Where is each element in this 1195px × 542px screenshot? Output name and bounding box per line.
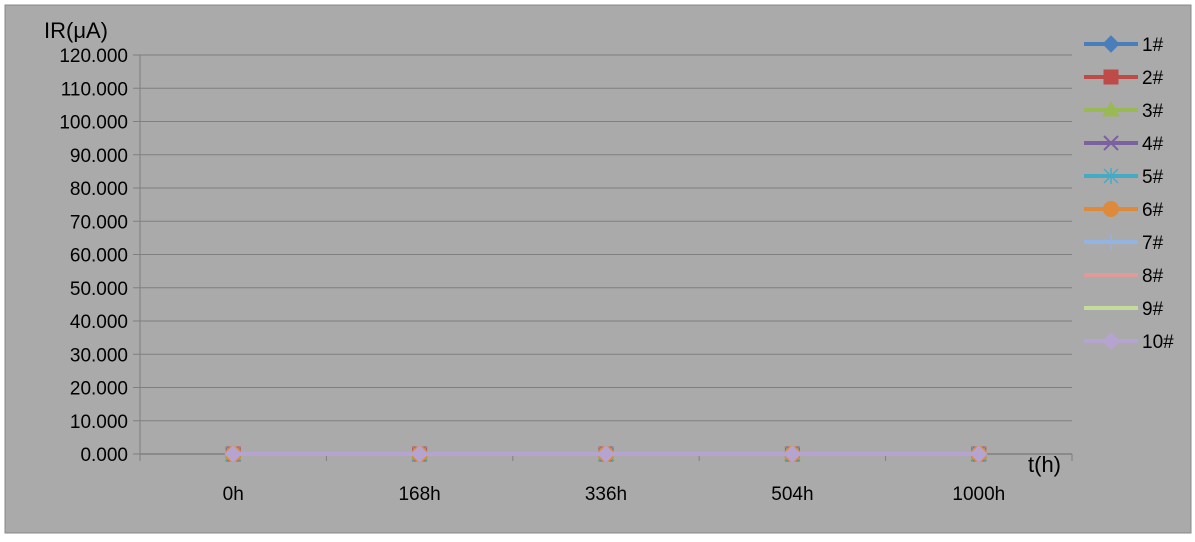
legend-item-2: 2#: [1084, 68, 1164, 89]
legend-label: 4#: [1142, 134, 1164, 155]
x-tick-label: 0h: [223, 484, 244, 505]
data-point: [597, 445, 615, 463]
y-tick-label: 10.000: [70, 412, 128, 433]
legend-marker: [1102, 100, 1120, 117]
legend-marker: [1102, 35, 1120, 53]
y-tick-label: 110.000: [61, 79, 128, 100]
y-tick-label: 120.000: [59, 46, 128, 67]
legend-marker: [1103, 201, 1119, 217]
series: [224, 444, 988, 463]
legend-label: 3#: [1142, 101, 1164, 122]
y-tick-label: 40.000: [70, 312, 128, 333]
legend-item-9: 9#: [1084, 299, 1164, 320]
legend-marker: [1103, 234, 1119, 250]
legend-item-10: 10#: [1084, 332, 1174, 353]
y-tick-label: 20.000: [70, 379, 128, 400]
legend-marker: [1102, 332, 1120, 350]
y-tick-label: 100.000: [59, 113, 128, 134]
legend-marker: [1103, 168, 1119, 184]
data-point: [970, 445, 988, 463]
legend-item-8: 8#: [1084, 266, 1164, 287]
marker-stroke: [1103, 135, 1119, 151]
chart-background: [4, 4, 1192, 534]
legend-label: 9#: [1142, 299, 1164, 320]
legend-label: 1#: [1142, 35, 1164, 56]
legend-item-4: 4#: [1084, 134, 1164, 155]
x-tick-label: 1000h: [952, 484, 1005, 505]
x-tick-label: 168h: [398, 484, 440, 505]
gridlines: [140, 54, 1072, 422]
legend-label: 7#: [1142, 233, 1164, 254]
legend-label: 8#: [1142, 266, 1164, 287]
x-axis-title: t(h): [1028, 452, 1061, 477]
y-tick-label: 0.000: [80, 445, 128, 466]
legend-item-1: 1#: [1084, 35, 1164, 56]
legend-marker: [1103, 69, 1119, 85]
legend-label: 10#: [1142, 332, 1174, 353]
legend-label: 6#: [1142, 200, 1164, 221]
legend-marker: [1103, 135, 1119, 151]
x-tick-label: 336h: [585, 484, 627, 505]
legend-label: 5#: [1142, 167, 1164, 188]
data-point: [224, 445, 242, 463]
series-10: [224, 445, 988, 463]
legend-item-6: 6#: [1084, 200, 1164, 221]
y-tick-label: 90.000: [70, 146, 128, 167]
y-tick-label: 50.000: [70, 279, 128, 300]
legend-item-7: 7#: [1084, 233, 1164, 254]
y-axis-title: IR(μA): [44, 18, 108, 43]
y-tick-label: 30.000: [70, 345, 128, 366]
legend: 1# 2# 3# 4# 5# 6# 7# 8# 9# 10#: [1084, 35, 1174, 353]
data-point: [783, 445, 802, 463]
y-tick-label: 60.000: [70, 246, 128, 267]
legend-item-5: 5#: [1084, 167, 1164, 188]
y-tick-label: 80.000: [70, 179, 128, 200]
data-point: [410, 445, 429, 463]
legend-item-3: 3#: [1084, 100, 1164, 122]
legend-label: 2#: [1142, 68, 1164, 89]
x-tick-label: 504h: [771, 484, 813, 505]
y-tick-label: 70.000: [70, 212, 128, 233]
axes: 0.000 10.000 20.000 30.000 40.000 50.000 60.00…: [59, 46, 1073, 505]
